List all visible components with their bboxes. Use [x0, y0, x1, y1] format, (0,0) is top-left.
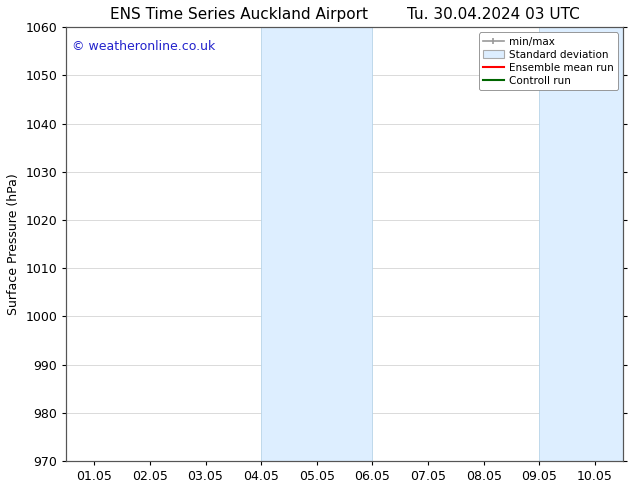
Y-axis label: Surface Pressure (hPa): Surface Pressure (hPa) — [7, 173, 20, 315]
Text: © weatheronline.co.uk: © weatheronline.co.uk — [72, 40, 215, 53]
Title: ENS Time Series Auckland Airport        Tu. 30.04.2024 03 UTC: ENS Time Series Auckland Airport Tu. 30.… — [110, 7, 579, 22]
Legend: min/max, Standard deviation, Ensemble mean run, Controll run: min/max, Standard deviation, Ensemble me… — [479, 32, 618, 90]
Bar — [540, 27, 623, 461]
Bar — [261, 27, 372, 461]
